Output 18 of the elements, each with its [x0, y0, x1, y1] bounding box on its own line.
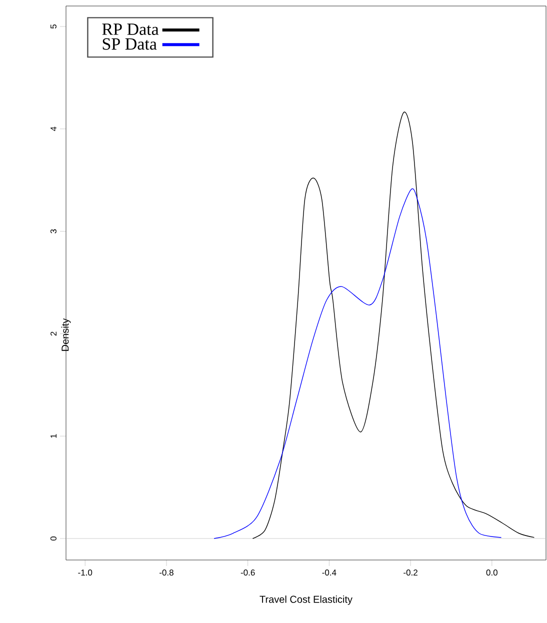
line-series: [214, 188, 502, 539]
x-tick-label: -0.6: [240, 570, 255, 576]
y-axis-title: Density: [61, 318, 71, 351]
legend-label: RP Data: [102, 24, 159, 35]
x-axis-title: Travel Cost Elasticity: [260, 596, 352, 605]
y-tick-label: 5: [50, 24, 56, 28]
y-tick-label: 2: [50, 332, 56, 336]
x-tick-label: 0.0: [486, 570, 498, 576]
legend-label: SP Data: [102, 38, 157, 50]
y-tick-label: 4: [50, 126, 56, 132]
x-tick-label: -1.0: [78, 570, 92, 576]
y-tick-label: 0: [50, 536, 56, 541]
y-tick-label: 3: [50, 229, 56, 234]
x-tick-label: -0.8: [160, 570, 174, 576]
y-tick-label: 1: [50, 434, 56, 438]
x-tick-label: -0.2: [404, 570, 418, 576]
x-tick-label: -0.4: [322, 570, 336, 576]
line-series: [252, 112, 535, 539]
